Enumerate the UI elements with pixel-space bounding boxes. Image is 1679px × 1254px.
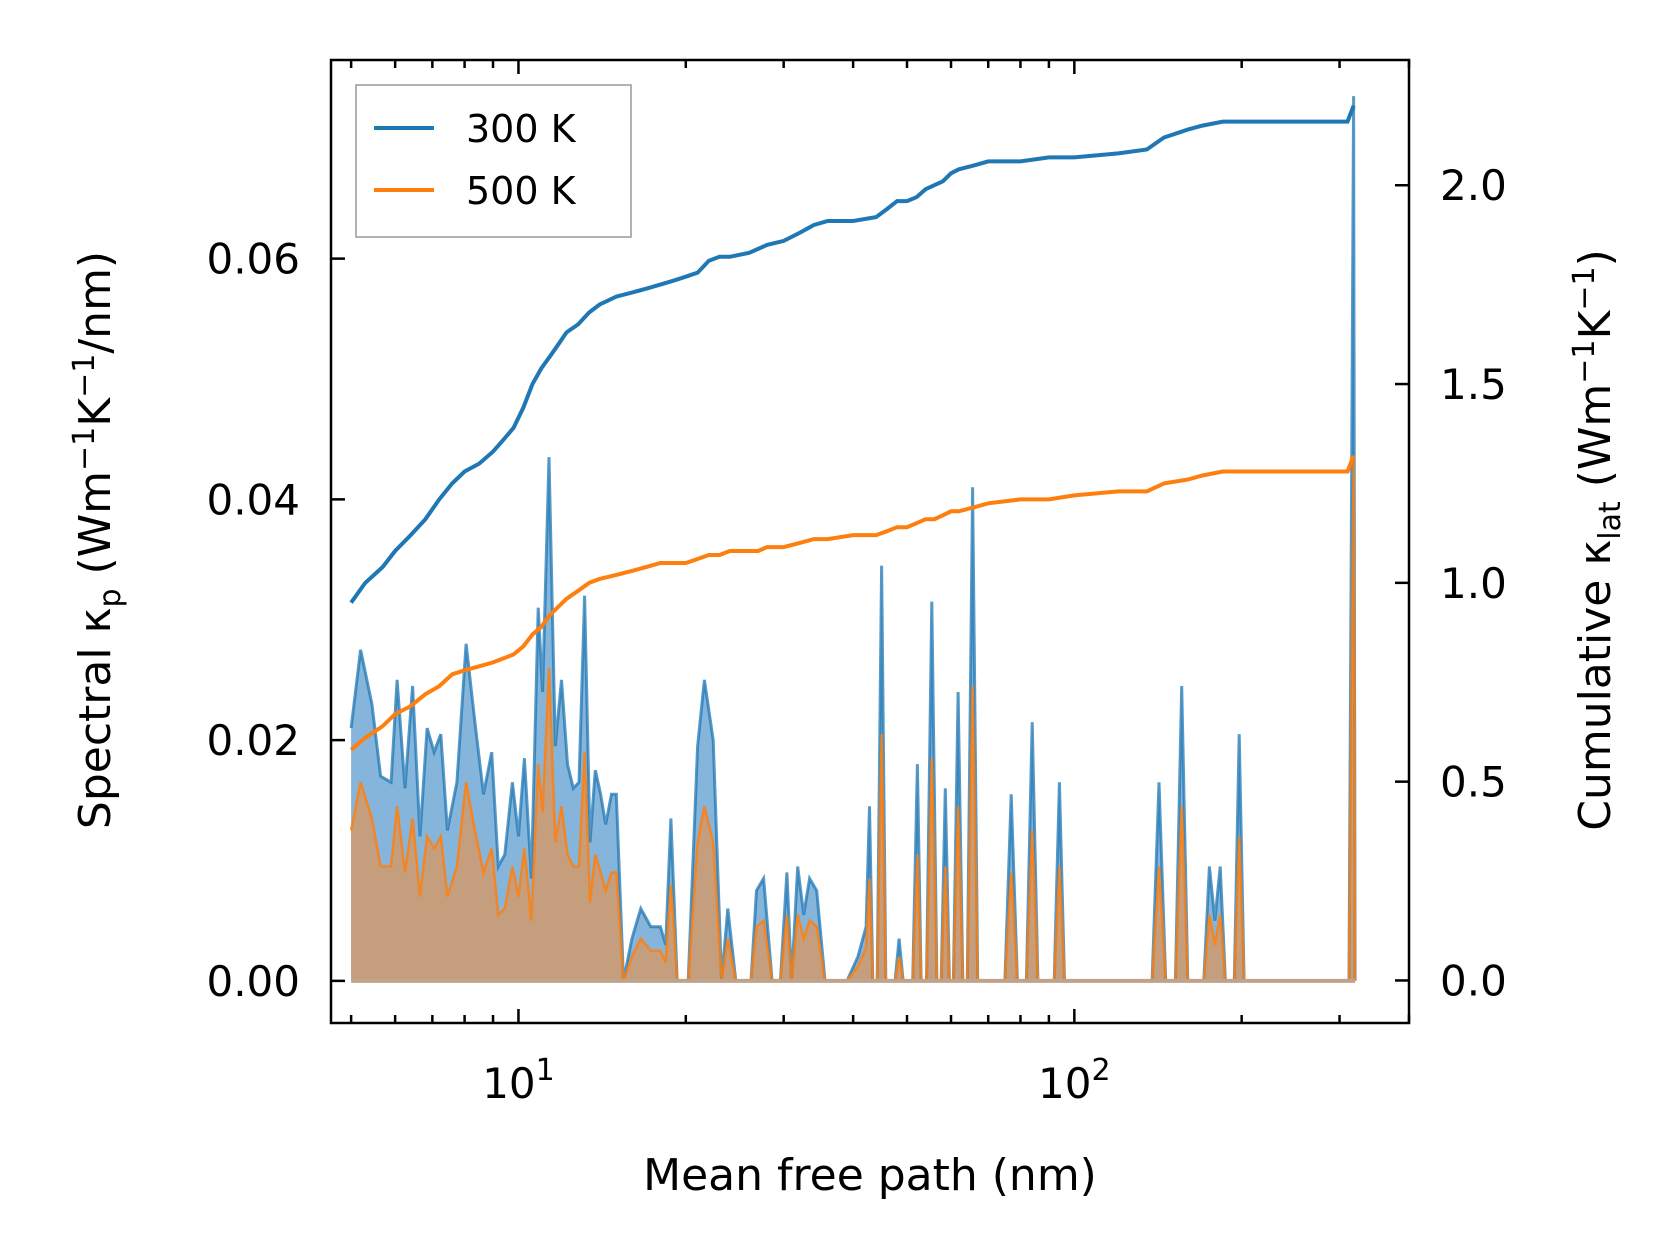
x-tick-label: 102: [1038, 1053, 1111, 1108]
tick-labels: 101 102 0.00 0.02 0.04 0.06 0.0 0.5 1.0 1.5 2.0: [206, 161, 1506, 1108]
right-y-axis-label: Cumulative κlat (Wm−1K−1): [1567, 249, 1628, 831]
legend-label-500k: 500 K: [466, 169, 577, 213]
cumulative-line-500k: [349, 454, 1356, 752]
right-y-tick-label: 1.5: [1440, 360, 1507, 409]
x-axis-label: Mean free path (nm): [643, 1150, 1097, 1201]
legend-box: [355, 84, 632, 238]
plot-area: [349, 96, 1357, 983]
left-y-tick-label: 0.06: [206, 235, 300, 284]
legend: 300 K 500 K: [355, 84, 632, 238]
right-y-tick-label: 2.0: [1440, 161, 1507, 210]
plot-layer: [349, 96, 1357, 983]
spectral-area-500k: [351, 457, 1356, 981]
spectral-line-500k: [349, 457, 1357, 983]
left-y-tick-label: 0.04: [206, 475, 300, 524]
left-y-tick-label: 0.00: [206, 957, 300, 1006]
left-y-axis-label: Spectral κp (Wm−1K−1/nm): [67, 251, 128, 829]
axes-frame: [329, 58, 1411, 1025]
right-y-tick-label: 0.5: [1440, 758, 1507, 807]
legend-label-300k: 300 K: [466, 107, 577, 151]
x-tick-label: 101: [482, 1053, 555, 1108]
right-y-tick-label: 0.0: [1440, 956, 1507, 1005]
cumulative-line-300k: [349, 104, 1356, 604]
ticks: [331, 60, 1411, 1023]
right-y-tick-label: 1.0: [1440, 559, 1507, 608]
left-y-tick-label: 0.02: [206, 716, 300, 765]
